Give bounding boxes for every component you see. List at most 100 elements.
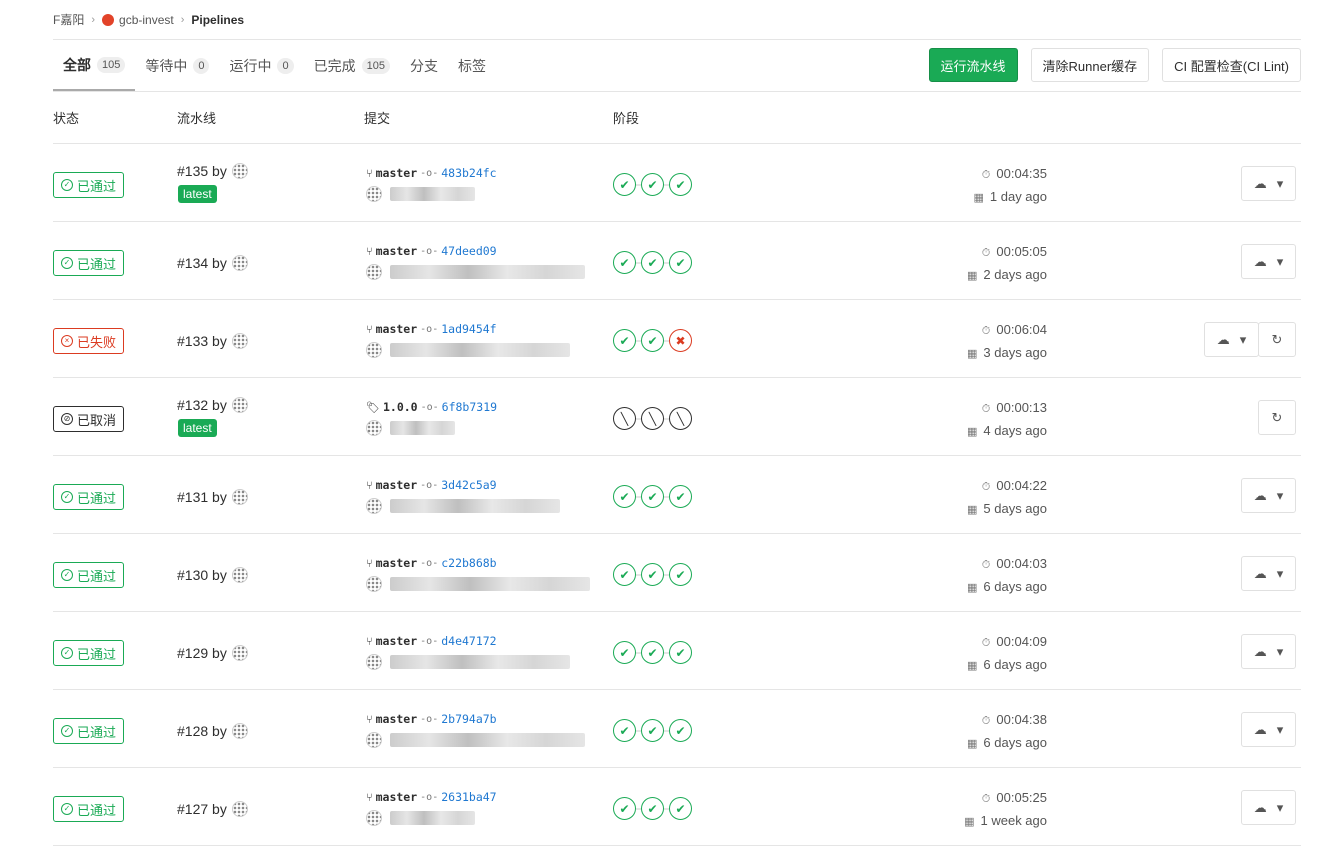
stage-success-icon[interactable]: ✔: [641, 173, 664, 196]
author-avatar[interactable]: [366, 342, 382, 358]
commit-sha[interactable]: 3d42c5a9: [441, 478, 497, 492]
breadcrumb-project[interactable]: gcb-invest: [119, 12, 174, 27]
stage-success-icon[interactable]: ✔: [669, 251, 692, 274]
download-artifacts-dropdown[interactable]: ☁ ▾: [1241, 478, 1296, 513]
user-avatar[interactable]: [231, 255, 248, 271]
commit-title-redacted[interactable]: [390, 343, 570, 357]
ref-name[interactable]: master: [375, 244, 418, 258]
commit-sha[interactable]: c22b868b: [441, 556, 497, 570]
stage-success-icon[interactable]: ✔: [669, 173, 692, 196]
stage-success-icon[interactable]: ✔: [613, 641, 636, 664]
ref-name[interactable]: master: [375, 166, 418, 180]
stage-success-icon[interactable]: ✔: [641, 719, 664, 742]
author-avatar[interactable]: [366, 810, 382, 826]
stage-success-icon[interactable]: ✔: [613, 563, 636, 586]
status-badge[interactable]: ✓ 已通过: [53, 484, 125, 510]
tab-0[interactable]: 全部 105: [53, 40, 136, 91]
pipeline-id[interactable]: #132 by: [177, 397, 248, 413]
stage-failed-icon[interactable]: ✖: [669, 329, 692, 352]
run-pipeline-button[interactable]: 运行流水线: [928, 48, 1018, 82]
stage-success-icon[interactable]: ✔: [641, 797, 664, 820]
commit-sha[interactable]: 6f8b7319: [441, 400, 498, 414]
tab-4[interactable]: 分支: [400, 40, 448, 91]
ref-name[interactable]: master: [375, 478, 418, 492]
commit-title-redacted[interactable]: [390, 577, 590, 591]
status-badge[interactable]: ✓ 已通过: [53, 718, 125, 744]
author-avatar[interactable]: [366, 654, 382, 670]
user-avatar[interactable]: [231, 567, 248, 583]
download-artifacts-dropdown[interactable]: ☁ ▾: [1241, 790, 1296, 825]
stage-success-icon[interactable]: ✔: [613, 719, 636, 742]
pipeline-id[interactable]: #135 by: [177, 163, 248, 179]
author-avatar[interactable]: [366, 264, 382, 280]
author-avatar[interactable]: [366, 420, 382, 436]
author-avatar[interactable]: [366, 498, 382, 514]
stage-success-icon[interactable]: ✔: [641, 641, 664, 664]
commit-sha[interactable]: 2b794a7b: [441, 712, 497, 726]
pipeline-id[interactable]: #130 by: [177, 567, 248, 583]
ref-name[interactable]: 1.0.0: [382, 400, 418, 414]
stage-success-icon[interactable]: ✔: [669, 719, 692, 742]
stage-canceled-icon[interactable]: ╲: [613, 407, 636, 430]
breadcrumb-current[interactable]: Pipelines: [191, 12, 245, 27]
author-avatar[interactable]: [366, 732, 382, 748]
commit-title-redacted[interactable]: [390, 421, 455, 435]
stage-success-icon[interactable]: ✔: [613, 329, 636, 352]
commit-sha[interactable]: 483b24fc: [441, 166, 497, 180]
commit-sha[interactable]: d4e47172: [441, 634, 497, 648]
stage-success-icon[interactable]: ✔: [613, 485, 636, 508]
ref-name[interactable]: master: [375, 634, 418, 648]
pipeline-id[interactable]: #128 by: [177, 723, 248, 739]
user-avatar[interactable]: [231, 489, 248, 505]
stage-success-icon[interactable]: ✔: [641, 251, 664, 274]
tab-1[interactable]: 等待中 0: [135, 40, 219, 91]
author-avatar[interactable]: [366, 186, 382, 202]
user-avatar[interactable]: [231, 333, 248, 349]
stage-success-icon[interactable]: ✔: [613, 251, 636, 274]
pipeline-id[interactable]: #131 by: [177, 489, 248, 505]
tab-5[interactable]: 标签: [448, 40, 496, 91]
download-artifacts-dropdown[interactable]: ☁ ▾: [1241, 634, 1296, 669]
status-badge[interactable]: ✓ 已通过: [53, 796, 125, 822]
tab-3[interactable]: 已完成 105: [304, 40, 400, 91]
download-artifacts-dropdown[interactable]: ☁ ▾: [1241, 244, 1296, 279]
status-badge[interactable]: ✓ 已通过: [53, 640, 125, 666]
pipeline-id[interactable]: #133 by: [177, 333, 248, 349]
user-avatar[interactable]: [231, 801, 248, 817]
pipeline-id[interactable]: #129 by: [177, 645, 248, 661]
stage-success-icon[interactable]: ✔: [613, 173, 636, 196]
author-avatar[interactable]: [366, 576, 382, 592]
retry-button[interactable]: ↻: [1258, 400, 1296, 435]
user-avatar[interactable]: [231, 723, 248, 739]
commit-title-redacted[interactable]: [390, 187, 475, 201]
commit-title-redacted[interactable]: [390, 655, 570, 669]
status-badge[interactable]: × 已失败: [53, 328, 125, 354]
stage-success-icon[interactable]: ✔: [669, 641, 692, 664]
commit-sha[interactable]: 2631ba47: [441, 790, 497, 804]
ci-lint-button[interactable]: CI 配置检查(CI Lint): [1162, 48, 1301, 82]
ref-name[interactable]: master: [375, 556, 418, 570]
pipeline-id[interactable]: #127 by: [177, 801, 248, 817]
stage-success-icon[interactable]: ✔: [669, 485, 692, 508]
stage-success-icon[interactable]: ✔: [669, 563, 692, 586]
download-artifacts-dropdown[interactable]: ☁ ▾: [1241, 166, 1296, 201]
commit-title-redacted[interactable]: [390, 733, 585, 747]
download-artifacts-dropdown[interactable]: ☁ ▾: [1241, 556, 1296, 591]
download-artifacts-dropdown[interactable]: ☁ ▾: [1204, 322, 1259, 357]
status-badge[interactable]: ✓ 已通过: [53, 562, 125, 588]
status-badge[interactable]: ✓ 已通过: [53, 250, 125, 276]
commit-title-redacted[interactable]: [390, 265, 585, 279]
ref-name[interactable]: master: [375, 712, 418, 726]
user-avatar[interactable]: [231, 163, 248, 179]
stage-canceled-icon[interactable]: ╲: [669, 407, 692, 430]
stage-success-icon[interactable]: ✔: [613, 797, 636, 820]
stage-success-icon[interactable]: ✔: [669, 797, 692, 820]
tab-2[interactable]: 运行中 0: [219, 40, 303, 91]
stage-success-icon[interactable]: ✔: [641, 563, 664, 586]
commit-sha[interactable]: 47deed09: [441, 244, 497, 258]
ref-name[interactable]: master: [375, 322, 418, 336]
stage-canceled-icon[interactable]: ╲: [641, 407, 664, 430]
status-badge[interactable]: ✓ 已通过: [53, 172, 125, 198]
status-badge[interactable]: ⊘ 已取消: [53, 406, 125, 432]
breadcrumb-group[interactable]: F嘉阳: [53, 13, 85, 27]
